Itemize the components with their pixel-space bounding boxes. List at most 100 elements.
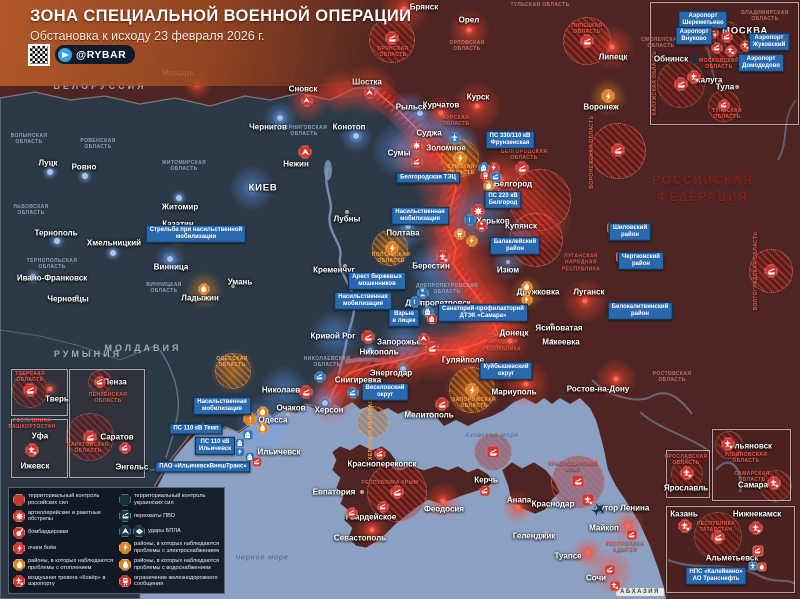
legend-icons	[13, 542, 25, 555]
svg-text:!: !	[469, 218, 471, 224]
city-dot	[735, 85, 739, 89]
region-label: ЗАПОРОЖСКАЯ ОБЛАСТЬ	[452, 396, 496, 409]
city-label: Луцк	[38, 158, 58, 168]
city-label: Энгельс	[115, 462, 149, 472]
event-label: Аэропорт Внуково	[675, 26, 713, 46]
event-label: Арест биржевых мошенников	[348, 271, 406, 291]
country-label: МОЛДАВИЯ	[104, 343, 182, 353]
country-label: БЕЛОРУССИЯ	[53, 81, 147, 91]
city-dot	[360, 490, 364, 494]
marker-planex-icon	[581, 493, 595, 507]
marker-interceptor-icon	[611, 143, 625, 157]
city-dot	[53, 237, 61, 245]
legend-item-label: территориальный контроль украинских сил	[134, 493, 206, 506]
city-label: Очаков	[276, 403, 306, 413]
tver-inset	[11, 369, 68, 416]
legend-icons	[119, 509, 131, 522]
region-label: НИКОЛАЕВСКАЯ ОБЛАСТЬ	[303, 355, 351, 368]
city-label: Ижевск	[20, 461, 50, 471]
marker-interceptor-icon	[252, 457, 262, 467]
legend-drone-icon	[119, 525, 131, 538]
city-dot	[523, 381, 529, 387]
legend-bolt-icon	[119, 541, 131, 554]
legend-icons	[119, 541, 131, 554]
city-dot	[46, 168, 54, 176]
city-label: Севастополь	[333, 533, 387, 543]
air-alert-zone	[694, 512, 742, 560]
region-label: БРЯНСКАЯ ОБЛАСТЬ	[377, 45, 409, 58]
city-label: Орел	[458, 15, 480, 25]
region-label: БЕЛГОРОДСКАЯ ОБЛАСТЬ	[500, 148, 548, 161]
event-label: Белгородская ТЭЦ	[396, 172, 460, 184]
city-label: Хмельницкий	[86, 238, 142, 248]
city-dot	[458, 349, 464, 355]
marker-interceptor-icon	[711, 530, 725, 544]
legend-bomb-icon	[13, 526, 25, 539]
city-label: Кременчуг	[313, 265, 355, 275]
city-label: Сумы	[387, 148, 411, 158]
city-dot	[625, 523, 631, 529]
legend-item: перехваты ПВО	[119, 509, 220, 522]
event-label: Санаторий-профилакторий ДТЭК «Самара»	[438, 303, 528, 323]
legend-item: районы, в которых наблюдаются проблемы с…	[13, 558, 114, 571]
city-label: Ростов-на-Дону	[566, 384, 630, 394]
city-label: Пенза	[103, 377, 127, 387]
marker-interceptor-icon	[626, 529, 638, 541]
city-label: Феодосия	[424, 504, 464, 514]
telegram-icon	[58, 47, 72, 62]
event-label: ПС 110 кВ Ильичевск	[194, 436, 236, 456]
region-label: ЧЕРНИГОВСКАЯ ОБЛАСТЬ	[280, 124, 328, 137]
event-label: ПС 220 кВ Белгород	[484, 190, 522, 210]
city-dot	[440, 498, 446, 504]
city-dot	[231, 284, 235, 288]
region-label: КУРСКАЯ ОБЛАСТЬ	[442, 114, 470, 127]
city-label: Мариуполь	[491, 387, 537, 397]
city-label: МОСКВА	[721, 25, 769, 37]
legend-item-label: районы, в которых наблюдаются проблемы с…	[28, 557, 114, 571]
svg-text:!: !	[414, 300, 416, 306]
marker-planex-icon	[25, 443, 39, 457]
legend-icons	[119, 558, 131, 571]
region-label: ЖИТОМИРСКАЯ ОБЛАСТЬ	[161, 159, 207, 172]
marker-interceptor-icon	[571, 474, 585, 488]
region-label: ТУЛЬСКАЯ ОБЛАСТЬ	[510, 1, 570, 8]
city-label: Ярославль	[663, 483, 709, 493]
legend-item: воздушная тревога «Ковёр» в аэропорту	[13, 575, 114, 588]
marker-planex-icon	[721, 437, 735, 451]
city-label: Кривой Рог	[310, 331, 356, 341]
legend-drop-icon	[119, 558, 131, 571]
city-label: Альметьевск	[705, 553, 759, 563]
legend-item-label: бомбардировки	[28, 529, 69, 536]
marker-interceptor-icon	[674, 77, 688, 91]
city-label: Обнинск	[653, 54, 689, 64]
marker-bolt-icon	[453, 151, 467, 165]
ufa-izhevsk-inset	[11, 419, 68, 478]
event-label: Балаклейский район	[489, 236, 541, 256]
legend-flame-icon	[13, 558, 25, 571]
region-label: КРАСНОДАРСКИЙ КРАЙ	[548, 460, 598, 473]
legend-item-label: районы, в которых наблюдаются проблемы с…	[134, 557, 220, 571]
city-dot	[544, 531, 548, 535]
city-label: Курск	[466, 92, 490, 102]
city-dot	[506, 260, 510, 264]
city-dot	[47, 386, 53, 392]
legend-train-icon	[119, 575, 131, 588]
legend-item: территориальный контроль украинских сил	[119, 493, 220, 506]
event-label: Чертковский район	[618, 251, 664, 271]
legend-icons	[13, 510, 25, 523]
region-label: САРАТОВСКАЯ ОБЛАСТЬ	[67, 441, 109, 454]
region-label: РЕСПУБЛИКА БАШКОРТОСТАН	[8, 417, 56, 430]
legend-planex-icon	[13, 575, 25, 588]
region-label: ЛЬВОВСКАЯ ОБЛАСТЬ	[13, 203, 49, 216]
legend-item-label: перехваты ПВО	[134, 512, 175, 519]
country-label: РОССИЙСКАЯ ФЕДЕРАЦИЯ	[652, 174, 754, 204]
region-label: ВЛАДИМИРСКАЯ ОБЛАСТЬ	[741, 9, 789, 22]
marker-interceptor-icon	[94, 376, 106, 388]
city-label: Житомир	[161, 202, 199, 212]
marker-expl-icon	[471, 204, 485, 218]
marker-interceptor-icon	[119, 442, 131, 454]
city-label: Тернополь	[34, 228, 78, 238]
qr-code	[28, 44, 50, 66]
region-label: ПЕНЗЕНСКАЯ ОБЛАСТЬ	[88, 391, 128, 404]
